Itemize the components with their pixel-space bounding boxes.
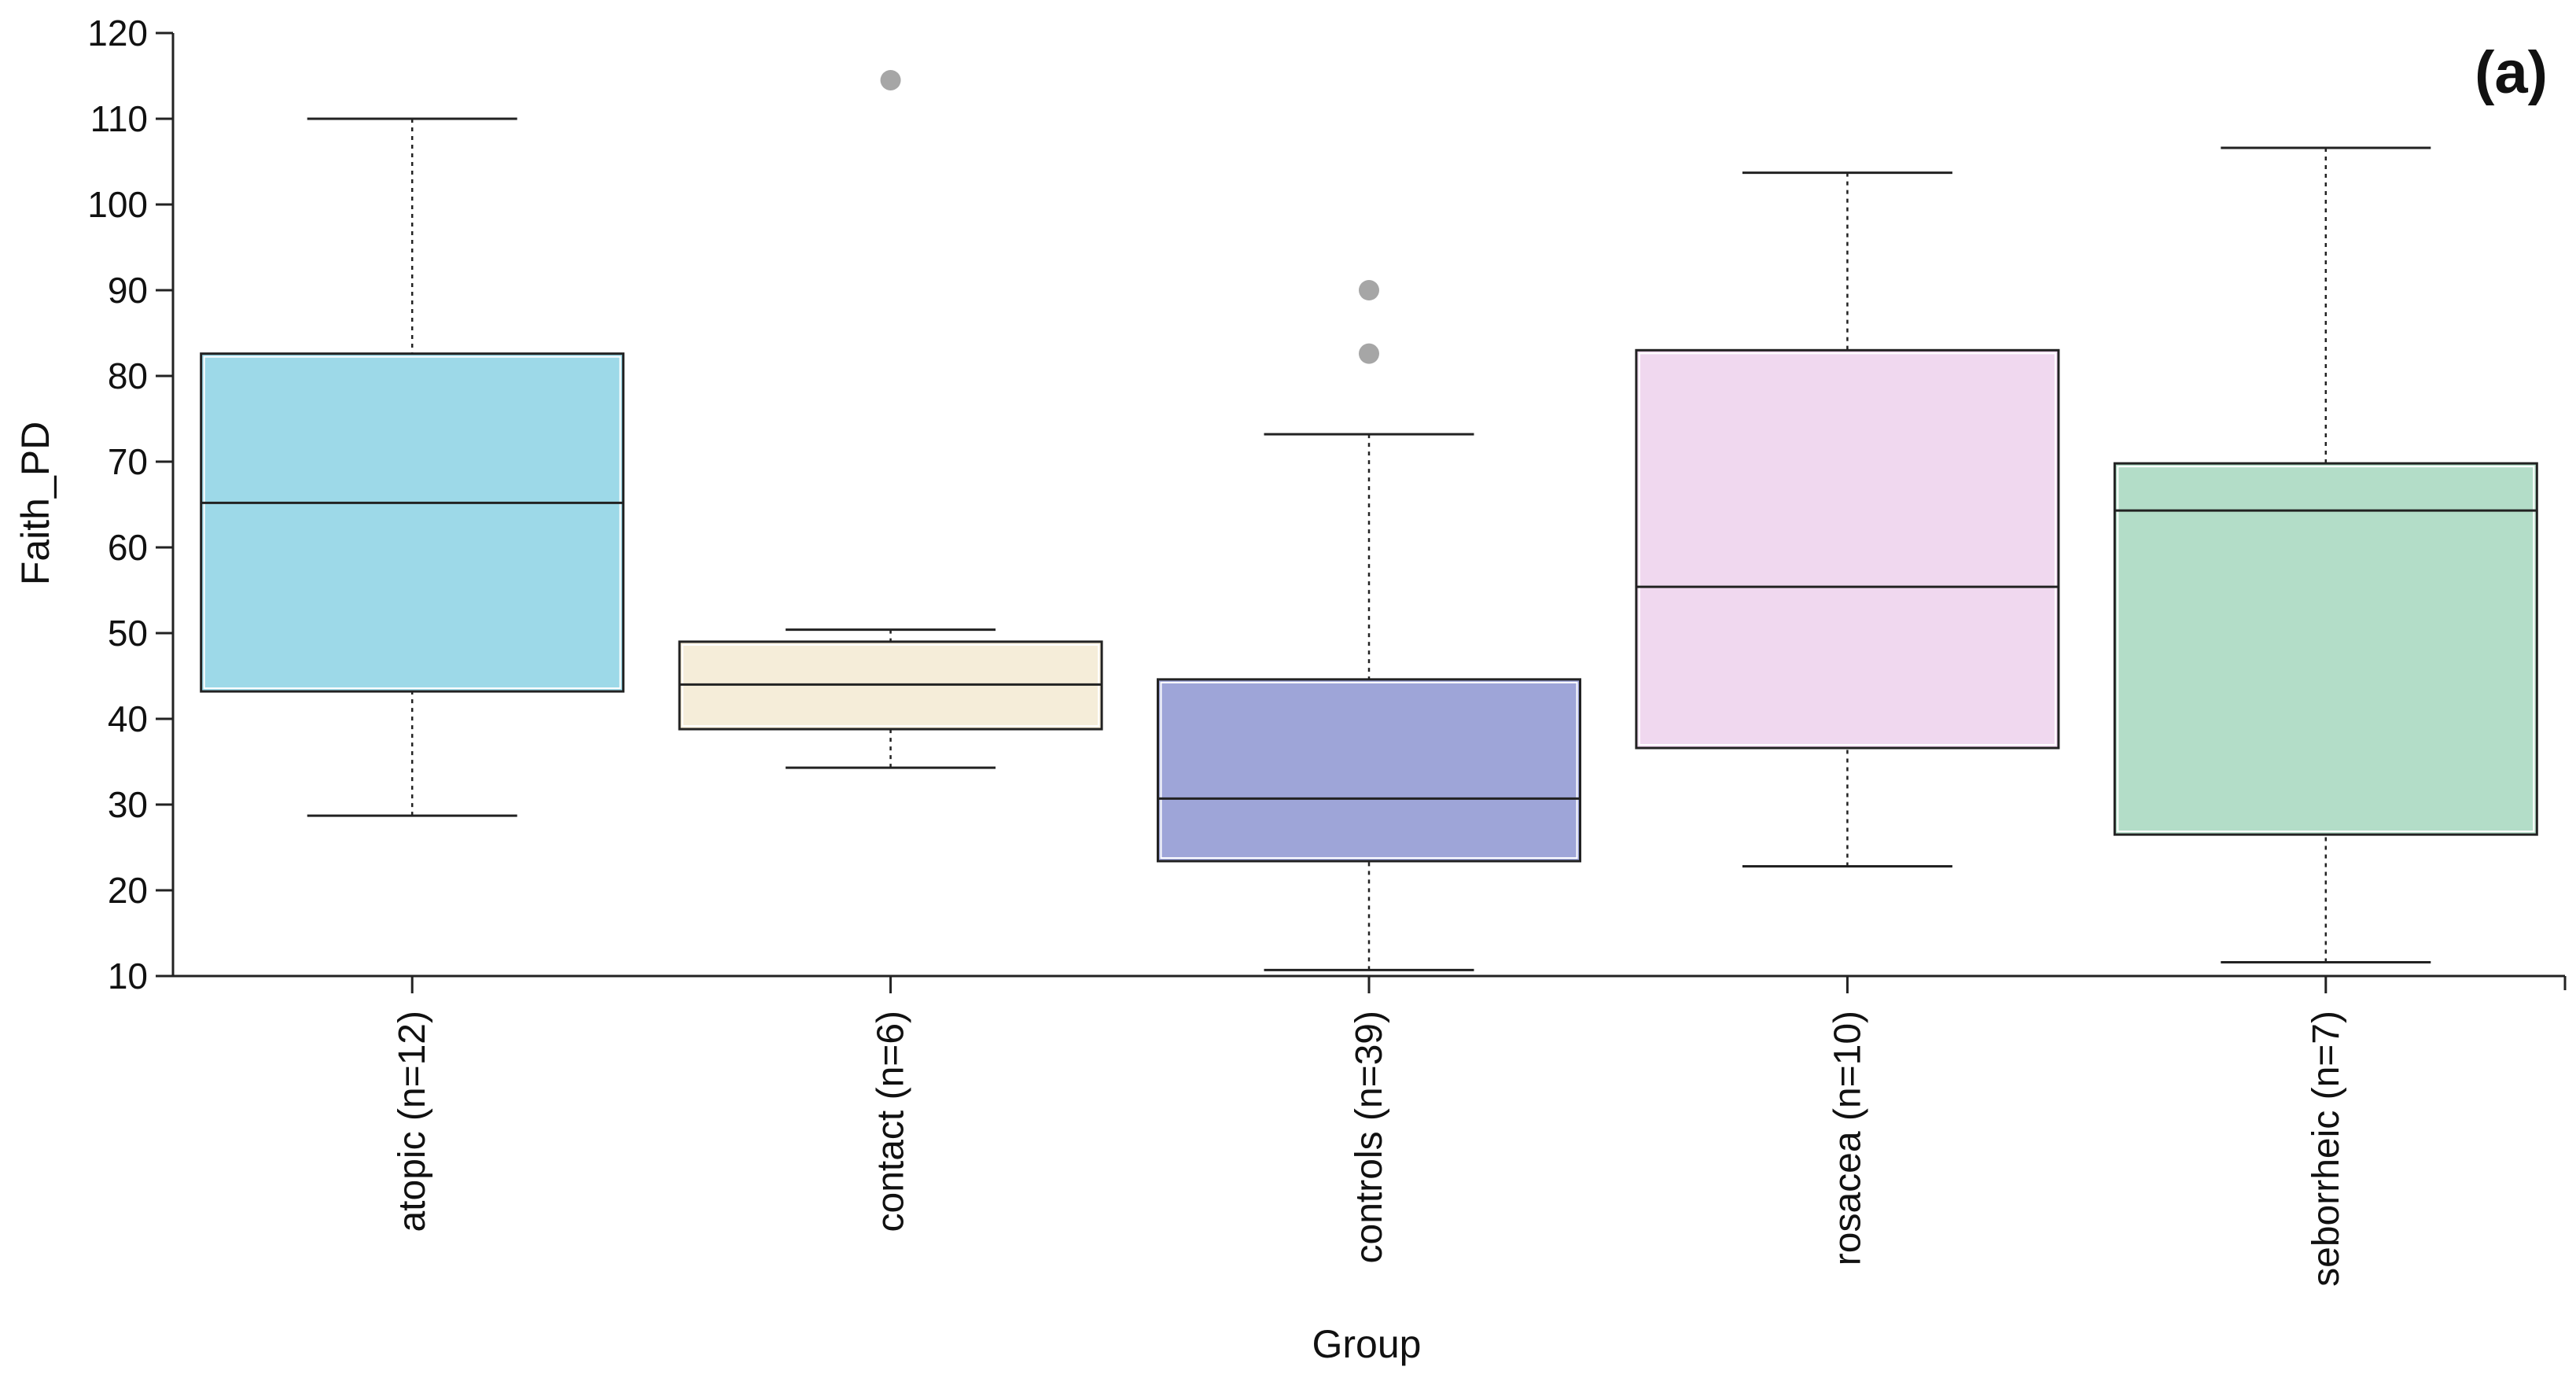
box-iqr-4 [2113, 462, 2538, 836]
y-tick-label-40: 40 [108, 698, 148, 739]
box-1 [678, 69, 1103, 769]
outlier-2-1 [1359, 280, 1379, 300]
box-inner-outline-2 [1160, 681, 1578, 859]
outlier-2-0 [1359, 343, 1379, 364]
y-tick-label-10: 10 [108, 956, 148, 996]
box-iqr-0 [200, 352, 625, 693]
box-2 [1157, 280, 1581, 971]
x-tick-label-0: atopic (n=12) [392, 1011, 433, 1232]
box-inner-outline-0 [203, 355, 621, 690]
box-4 [2113, 146, 2538, 964]
x-tick-label-1: contact (n=6) [870, 1011, 912, 1232]
y-tick-label-80: 80 [108, 355, 148, 396]
y-tick-label-120: 120 [87, 13, 148, 53]
x-tick-label-2: controls (n=39) [1349, 1011, 1390, 1264]
box-inner-outline-4 [2117, 466, 2535, 833]
x-tick-label-3: rosacea (n=10) [1827, 1011, 1868, 1265]
y-tick-label-60: 60 [108, 527, 148, 568]
x-tick-label-4: seborrheic (n=7) [2306, 1011, 2347, 1287]
x-axis: atopic (n=12) contact (n=6) controls (n=39… [173, 974, 2567, 1287]
x-axis-title: Group [1312, 1322, 1422, 1366]
panel-label: (a) [2475, 39, 2548, 106]
box-inner-outline-3 [1638, 352, 2056, 746]
box-iqr-2 [1157, 678, 1581, 863]
y-tick-label-110: 110 [90, 98, 148, 139]
outlier-1-0 [880, 69, 901, 90]
boxes-group [200, 69, 2538, 971]
y-tick-label-50: 50 [108, 613, 148, 654]
y-axis-title: Faith_PD [13, 422, 57, 585]
box-3 [1635, 171, 2060, 867]
y-tick-label-20: 20 [108, 870, 148, 911]
box-iqr-3 [1635, 348, 2060, 750]
y-tick-label-30: 30 [108, 784, 148, 825]
y-tick-label-90: 90 [108, 270, 148, 311]
y-axis: 10 20 30 40 50 60 70 80 90 100 110 120 [87, 13, 175, 996]
y-tick-label-70: 70 [108, 441, 148, 482]
y-tick-label-100: 100 [87, 184, 148, 225]
box-0 [200, 117, 625, 817]
